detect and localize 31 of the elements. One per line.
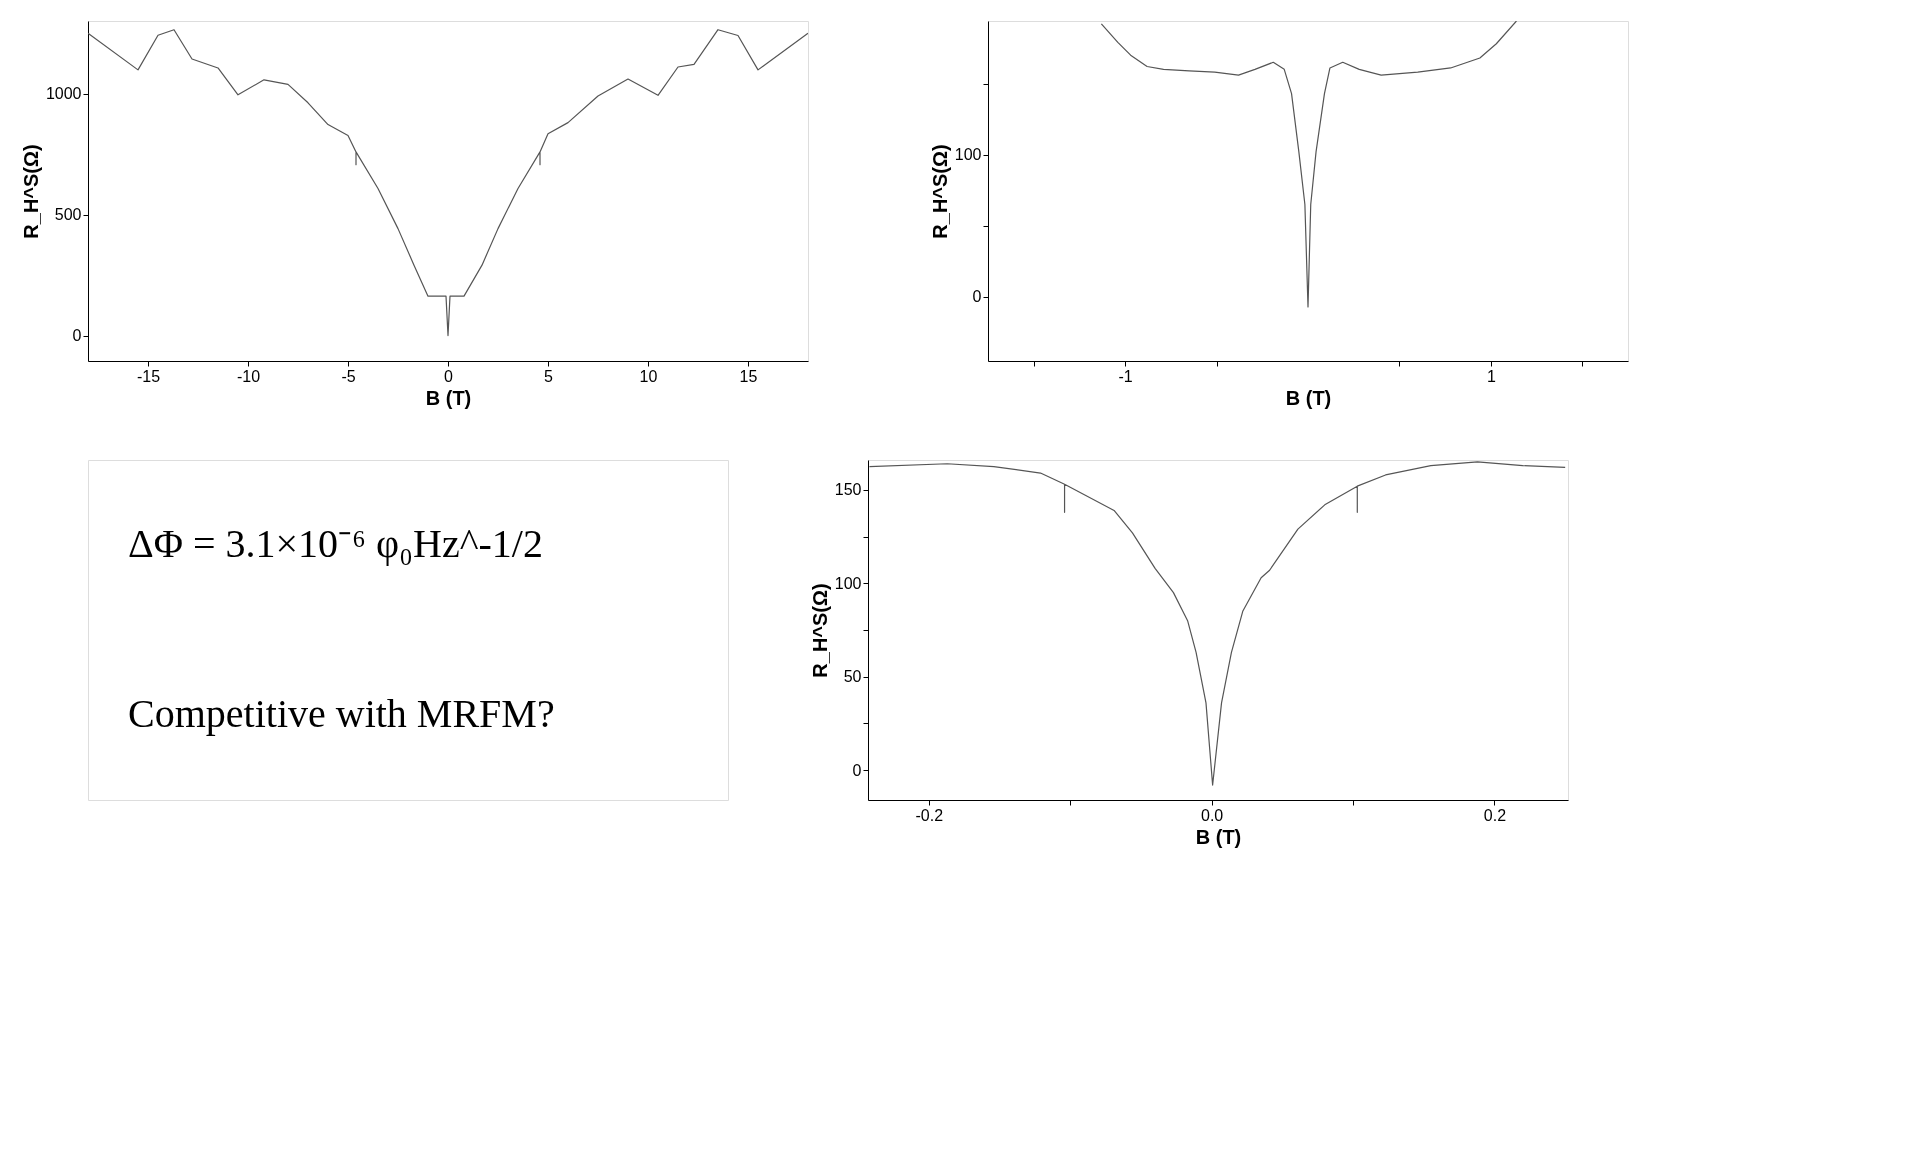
x-tick-label: 0.2	[1483, 806, 1507, 824]
x-tick-label: 10	[639, 367, 658, 385]
y-tick-label: 50	[843, 668, 862, 686]
x-tick-label: 1	[1486, 367, 1496, 385]
x-tick-label: -5	[341, 367, 356, 385]
x-tick-label: -0.2	[915, 806, 944, 824]
line-series	[88, 29, 808, 337]
x-tick-label: 0.0	[1201, 806, 1224, 824]
x-tick-label: -1	[1118, 367, 1133, 385]
x-tick-label: -10	[236, 367, 261, 385]
y-axis-title: R_H^S(Ω)	[928, 144, 951, 239]
x-axis-title: B (T)	[1285, 386, 1332, 409]
x-axis-title: B (T)	[1195, 825, 1242, 848]
y-axis-title: R_H^S(Ω)	[19, 144, 42, 239]
line-series	[868, 461, 1566, 786]
x-tick-label: 5	[544, 367, 554, 385]
y-tick-label: 150	[834, 481, 862, 499]
y-axis-title: R_H^S(Ω)	[808, 583, 831, 678]
y-tick-label: 500	[54, 206, 82, 224]
x-tick-label: -15	[136, 367, 161, 385]
x-tick-label: 0	[444, 367, 454, 385]
text: Competitive with MRFM?	[128, 691, 555, 736]
x-tick-label: 15	[739, 367, 758, 385]
y-tick-label: 100	[954, 146, 982, 164]
line-series	[1100, 21, 1518, 308]
y-tick-label: 100	[834, 574, 862, 592]
y-tick-label: 0	[852, 761, 862, 779]
y-tick-label: 0	[72, 327, 82, 345]
y-tick-label: 1000	[45, 85, 82, 103]
text: ΔΦ = 3.1×10⁻⁶ φ₀Hz^-1/2	[128, 521, 543, 566]
x-axis-title: B (T)	[425, 386, 472, 409]
